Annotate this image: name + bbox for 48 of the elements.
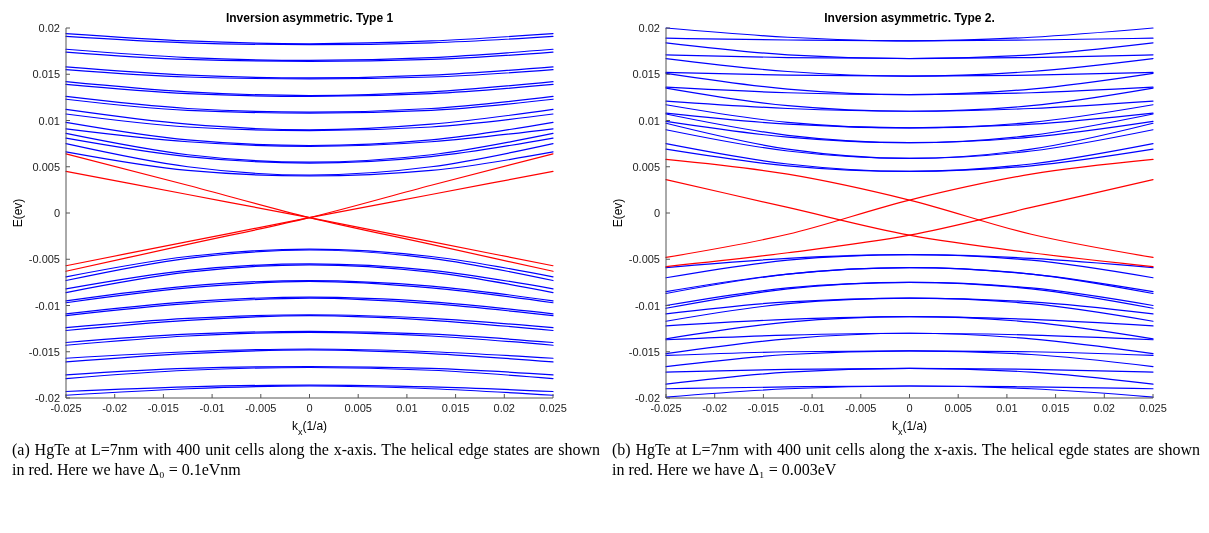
y-tick-label: -0.005 <box>28 253 60 266</box>
y-tick-label: 0.02 <box>38 22 60 34</box>
y-tick-label: -0.015 <box>28 345 60 358</box>
chart-title: Inversion asymmetric. Type 1 <box>225 11 394 25</box>
y-tick-label: -0.02 <box>34 392 60 404</box>
x-tick-label: 0.025 <box>1139 402 1167 414</box>
x-tick-label: -0.005 <box>245 402 277 414</box>
x-tick-label: 0.005 <box>344 402 372 414</box>
y-axis-title: E(ev) <box>611 198 625 228</box>
y-axis-title: E(ev) <box>11 198 25 228</box>
x-tick-label: 0.01 <box>996 402 1018 414</box>
y-tick-label: 0.015 <box>32 68 60 81</box>
x-tick-label: -0.025 <box>650 402 682 414</box>
x-tick-label: 0.015 <box>1041 402 1070 414</box>
y-tick-label: 0.02 <box>638 22 660 34</box>
y-tick-label: 0 <box>53 207 60 219</box>
y-tick-label: 0.01 <box>38 114 60 127</box>
x-tick-label: -0.015 <box>747 402 779 414</box>
x-axis-title: k$_{x}$(1/a) <box>291 419 328 437</box>
x-tick-label: 0.025 <box>539 402 567 414</box>
y-tick-label: -0.005 <box>628 253 660 266</box>
x-tick-label: -0.02 <box>102 402 128 414</box>
x-tick-label: 0 <box>906 402 913 414</box>
y-tick-label: -0.015 <box>628 345 660 358</box>
y-tick-label: 0.01 <box>638 114 660 127</box>
x-tick-label: -0.01 <box>199 402 225 414</box>
x-tick-label: 0 <box>306 402 313 414</box>
x-tick-label: -0.015 <box>147 402 179 414</box>
y-tick-label: -0.02 <box>634 392 660 404</box>
x-tick-label: 0.01 <box>396 402 418 414</box>
x-tick-label: -0.01 <box>799 402 825 414</box>
text: (a) HgTe at L=7nm with 400 unit cells along the x-axis. The helical edge states are shown in red. Here we have Δ₀ = 0.1eVnm <box>12 440 600 480</box>
y-tick-label: 0.005 <box>632 160 660 173</box>
x-tick-label: -0.025 <box>50 402 82 414</box>
y-tick-label: 0 <box>653 207 660 219</box>
y-tick-label: -0.01 <box>634 299 660 312</box>
x-tick-label: 0.02 <box>493 402 516 414</box>
x-tick-label: 0.005 <box>944 402 972 414</box>
text: (b) HgTe at L=7nm with 400 unit cells along the x-axis. The helical egde states are shown in red. Here we have Δ₁ = 0.003eV <box>612 440 1200 480</box>
y-tick-label: -0.01 <box>34 299 60 312</box>
y-tick-label: 0.005 <box>32 160 60 173</box>
x-tick-label: 0.015 <box>441 402 470 414</box>
x-axis-title: k$_{x}$(1/a) <box>891 419 928 437</box>
x-tick-label: -0.02 <box>702 402 728 414</box>
x-tick-label: -0.005 <box>845 402 877 414</box>
chart-title: Inversion asymmetric. Type 2. <box>824 11 995 25</box>
y-tick-label: 0.015 <box>632 68 660 81</box>
x-tick-label: 0.02 <box>1093 402 1116 414</box>
